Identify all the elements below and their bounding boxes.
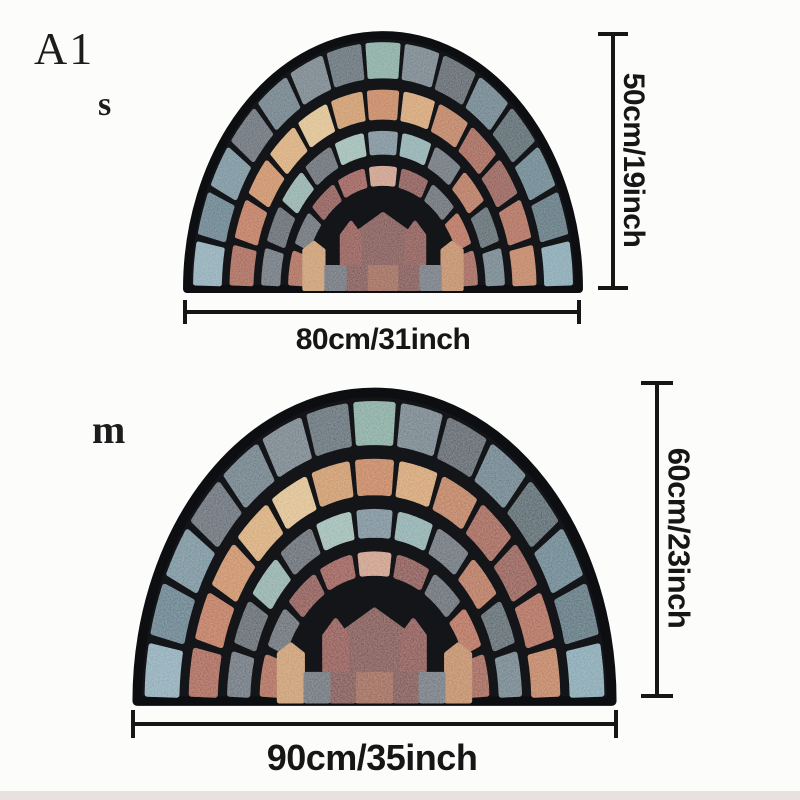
dimension-line xyxy=(655,383,659,698)
small-mat-height-label: 50cm/19inch xyxy=(617,72,650,248)
bottom-edge-strip xyxy=(0,791,800,800)
variant-label: A1 xyxy=(34,23,95,74)
dimension-line xyxy=(611,34,615,288)
dimension-cap-right xyxy=(577,300,581,324)
size-label-small: s xyxy=(98,86,112,123)
small-mat-width-label: 80cm/31inch xyxy=(295,323,471,356)
large-mat-image xyxy=(132,387,617,706)
dimension-cap-top xyxy=(598,32,628,36)
small-mat-image xyxy=(183,31,583,293)
dimension-cap-bottom xyxy=(641,694,673,698)
dimension-line xyxy=(183,310,581,314)
dimension-cap-right xyxy=(614,710,618,738)
large-mat-height-label: 60cm/23inch xyxy=(661,447,697,629)
dimension-cap-left xyxy=(183,300,187,324)
dimension-cap-left xyxy=(131,710,135,738)
dimension-cap-bottom xyxy=(598,286,628,290)
dimension-line xyxy=(133,722,618,726)
large-mat-width-label: 90cm/35inch xyxy=(266,737,478,778)
size-label-large: m xyxy=(92,407,126,452)
dimension-cap-top xyxy=(641,381,673,385)
